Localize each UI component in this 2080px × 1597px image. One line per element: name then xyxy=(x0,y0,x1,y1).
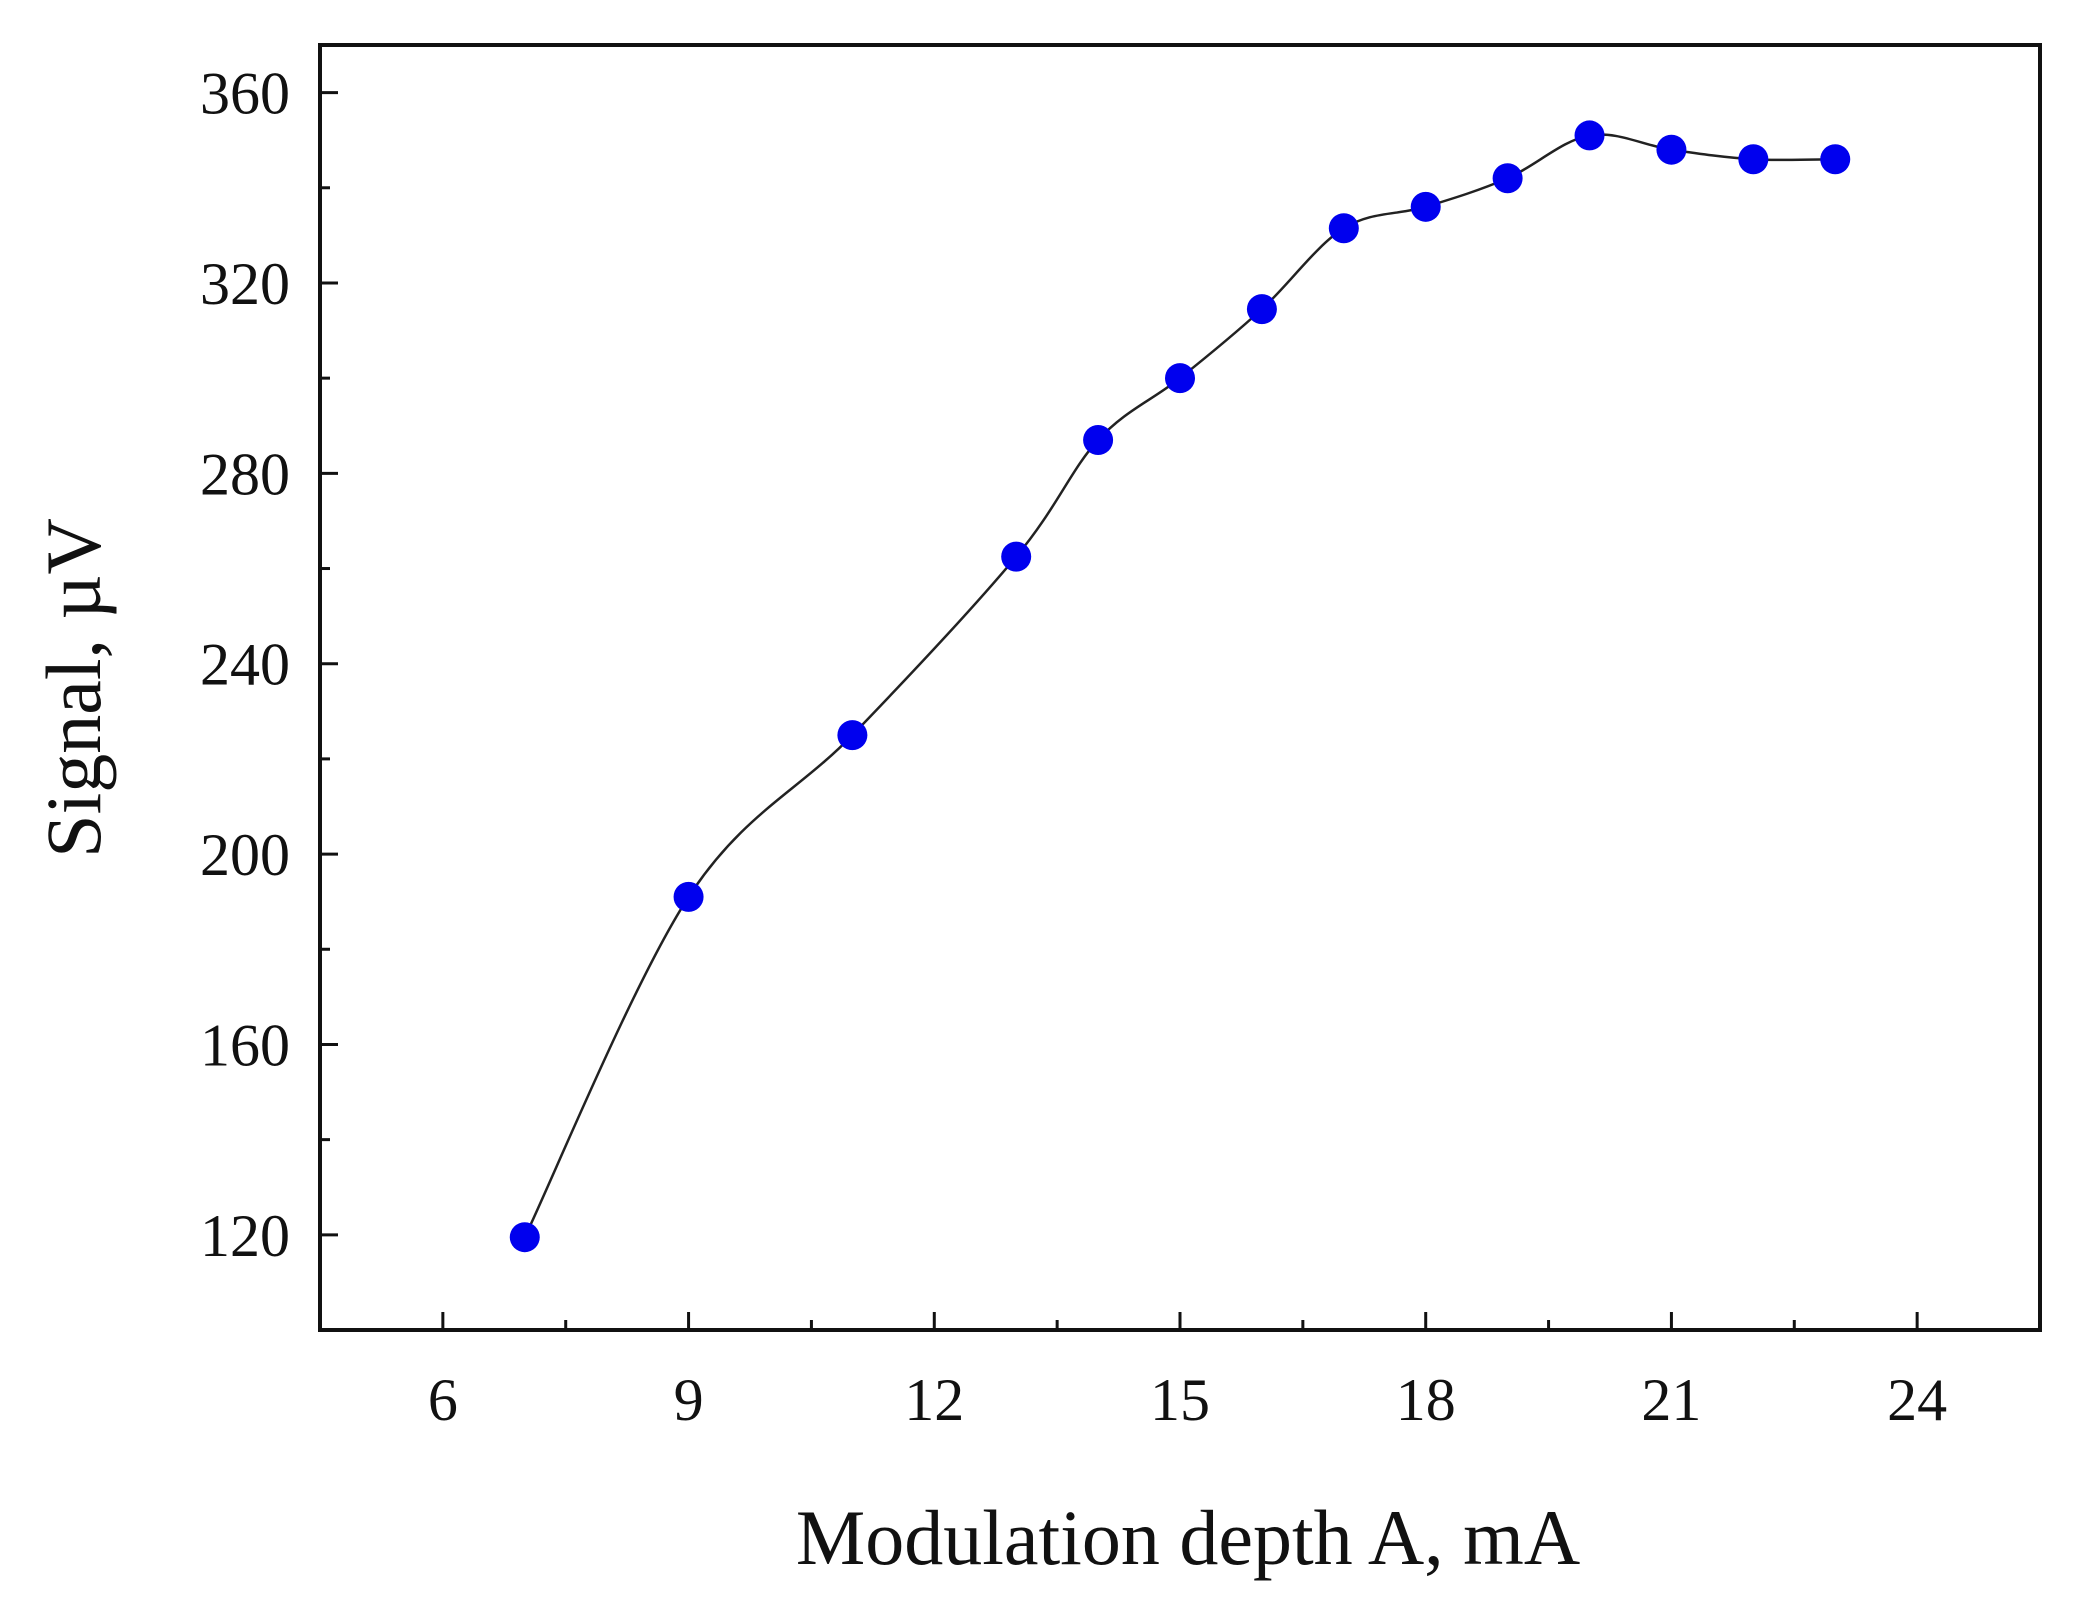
data-point xyxy=(673,881,704,912)
x-tick-label: 6 xyxy=(428,1367,458,1433)
y-axis-title: Signal, µV xyxy=(30,518,117,858)
data-point xyxy=(1574,120,1605,151)
y-axis-ticks xyxy=(320,91,338,1237)
x-axis-tick-labels: 6 9 12 15 18 21 24 xyxy=(428,1367,1947,1433)
x-tick-label: 15 xyxy=(1150,1367,1210,1433)
x-axis-ticks xyxy=(441,1312,1919,1330)
y-tick-label: 320 xyxy=(200,251,290,317)
plot-frame xyxy=(318,43,2042,1332)
y-tick-label: 200 xyxy=(200,822,290,888)
x-tick-label: 21 xyxy=(1641,1367,1701,1433)
data-point xyxy=(837,720,868,751)
data-point xyxy=(1246,294,1277,325)
x-tick-label: 12 xyxy=(904,1367,964,1433)
data-point xyxy=(1410,191,1441,222)
data-point xyxy=(1083,425,1114,456)
data-point xyxy=(1738,144,1769,175)
y-tick-label: 240 xyxy=(200,632,290,698)
data-point xyxy=(1656,134,1687,165)
y-tick-label: 160 xyxy=(200,1012,290,1078)
x-axis-title: Modulation depth A, mA xyxy=(796,1494,1580,1581)
series-line xyxy=(523,133,1836,1238)
x-tick-label: 9 xyxy=(674,1367,704,1433)
x-tick-label: 24 xyxy=(1887,1367,1947,1433)
data-point xyxy=(509,1222,540,1253)
y-axis-tick-labels: 120 160 200 240 280 320 360 xyxy=(200,61,290,1269)
y-tick-label: 280 xyxy=(200,441,290,507)
data-point xyxy=(1328,213,1359,244)
series-layer xyxy=(509,120,1851,1253)
data-point xyxy=(1001,541,1032,572)
data-point xyxy=(1165,363,1195,394)
data-point xyxy=(1820,144,1851,175)
y-tick-label: 360 xyxy=(200,61,290,127)
data-point xyxy=(1492,163,1523,194)
y-tick-label: 120 xyxy=(200,1203,290,1269)
x-tick-label: 18 xyxy=(1396,1367,1456,1433)
